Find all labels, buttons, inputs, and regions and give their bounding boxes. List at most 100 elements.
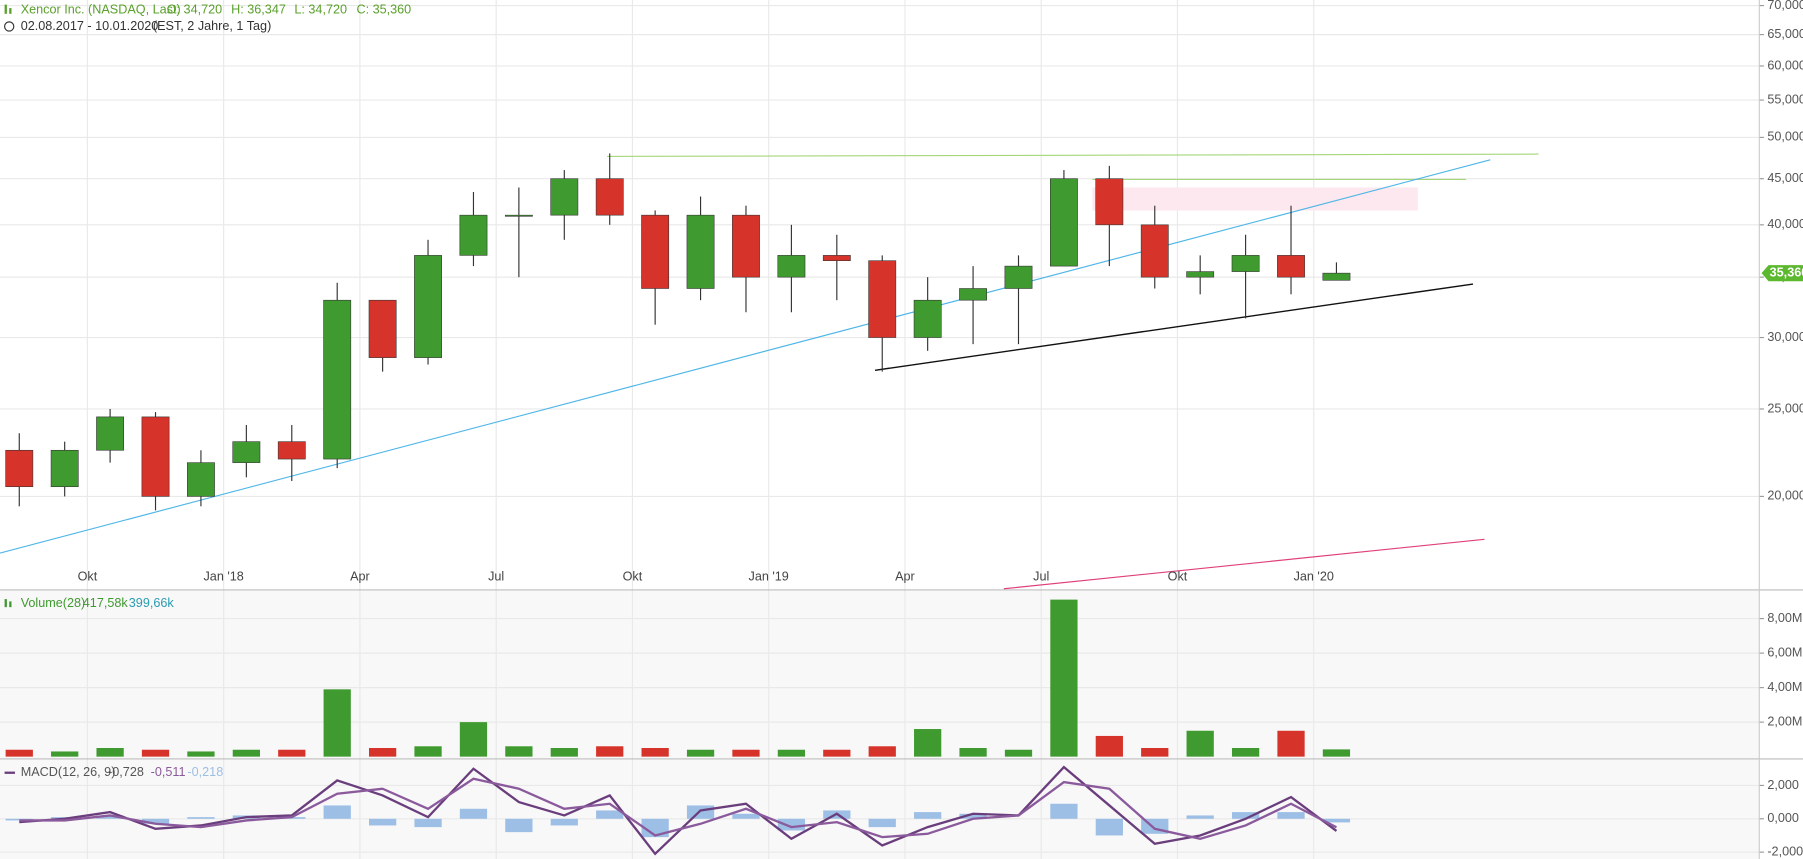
- last-price-marker: [1761, 265, 1803, 282]
- y-tick-label: 40,000: [1767, 217, 1803, 231]
- volume-bar: [823, 749, 851, 757]
- volume-bar: [5, 749, 33, 757]
- histogram-bar: [187, 817, 215, 819]
- icon: [4, 771, 15, 774]
- volume-bar: [1186, 730, 1214, 757]
- support-line: [874, 283, 1474, 371]
- low-readout: L: 34,720: [294, 3, 347, 17]
- volume-bar: [1277, 730, 1305, 757]
- candle-body: [504, 214, 533, 217]
- y-tick-label: 2,00M: [1767, 714, 1802, 728]
- volume-bar: [505, 746, 533, 757]
- x-tick-label: Apr: [895, 570, 915, 584]
- y-tick-label: 60,000: [1767, 58, 1803, 72]
- candle-body: [1050, 178, 1078, 267]
- candle-body: [459, 214, 488, 256]
- volume-bar: [323, 689, 351, 757]
- candle-body: [1140, 224, 1169, 278]
- clock-icon: [4, 21, 15, 32]
- x-tick-label: Jul: [488, 570, 504, 584]
- histogram-bar: [1095, 818, 1123, 836]
- candle-body: [686, 214, 715, 289]
- volume-bar: [686, 749, 715, 757]
- grid: [0, 0, 1760, 859]
- volume-bar: [1095, 735, 1123, 757]
- histogram-bar: [914, 812, 942, 819]
- signal-line: [19, 777, 1337, 840]
- volume-bar: [459, 722, 488, 757]
- volume-bar: [596, 746, 624, 757]
- zone: [1092, 187, 1418, 211]
- volume-bar: [141, 749, 170, 757]
- macd-readout: -0,511: [151, 765, 186, 779]
- volume-bar: [1004, 749, 1033, 757]
- title: Xencor Inc. (NASDAQ, Last): [21, 3, 181, 17]
- volume-bar: [1231, 748, 1260, 757]
- volume-bar: [368, 748, 397, 757]
- volume-bar: [641, 748, 669, 757]
- x-tick-label: Okt: [623, 570, 643, 584]
- y-tick-label: 2,000: [1767, 778, 1799, 792]
- y-tick-label: 50,000: [1767, 130, 1803, 144]
- volume-title: Volume(28): [21, 596, 86, 610]
- histogram-bar: [686, 805, 715, 819]
- volume-bar: [732, 749, 760, 757]
- histogram-bar: [368, 818, 397, 826]
- candle-body: [5, 449, 34, 488]
- volume-bar: [96, 748, 124, 757]
- x-tick-label: Jan '20: [1294, 570, 1334, 584]
- y-tick-label: -2,000: [1767, 844, 1803, 858]
- y-tick-label: 0,000: [1767, 811, 1799, 825]
- y-tick-label: 30,000: [1767, 330, 1803, 344]
- histogram-bar: [414, 818, 442, 828]
- candle-body: [1322, 272, 1351, 281]
- high-readout: H: 36,347: [231, 3, 286, 17]
- candle-body: [959, 288, 987, 301]
- histogram-bar: [141, 818, 170, 824]
- candle-body: [368, 299, 397, 358]
- info: (EST, 2 Jahre, 1 Tag): [153, 19, 271, 33]
- volume-bar: [232, 749, 260, 757]
- histogram-bar: [732, 813, 760, 819]
- x-tick-label: Jul: [1033, 570, 1049, 584]
- y-tick-label: 70,000: [1767, 0, 1803, 12]
- trend-line: [1003, 538, 1485, 590]
- candle-body: [141, 416, 170, 497]
- x-tick-label: Okt: [1168, 570, 1188, 584]
- y-tick-label: 65,000: [1767, 27, 1803, 41]
- volume-panel: [0, 591, 1760, 759]
- macd-readout: -0,218: [187, 765, 223, 779]
- candle-body: [414, 255, 442, 358]
- x-tick-label: Okt: [78, 570, 98, 584]
- y-tick-label: 8,00M: [1767, 611, 1802, 625]
- histogram-bar: [1231, 812, 1260, 819]
- volume-bar: [187, 751, 215, 757]
- close-readout: C: 35,360: [356, 3, 411, 17]
- volume-bar: [1322, 749, 1351, 757]
- candle-body: [96, 416, 125, 451]
- candle-body: [913, 299, 942, 338]
- histogram-bar: [1186, 815, 1214, 819]
- macd-line: [19, 765, 1338, 856]
- last-price-label: 35,360: [1770, 265, 1803, 279]
- candle-body: [868, 260, 897, 338]
- volume-readout: 417,58k: [83, 596, 129, 610]
- drawings: [0, 153, 1539, 590]
- volume-bar: [1141, 748, 1169, 757]
- candle-body: [595, 178, 624, 216]
- histogram-bar: [1277, 812, 1305, 819]
- candle-body: [277, 441, 306, 460]
- histogram-bar: [550, 818, 578, 826]
- histogram-bar: [323, 805, 351, 819]
- open-readout: O: 34,720: [167, 3, 222, 17]
- x-tick-label: Apr: [350, 570, 370, 584]
- histogram-bar: [868, 818, 896, 828]
- candle-body: [323, 299, 352, 460]
- volume-bar: [414, 746, 442, 757]
- histogram-bar: [596, 810, 624, 819]
- histogram-bar: [1322, 818, 1351, 823]
- candle-body: [232, 441, 261, 463]
- y-tick-label: 45,000: [1767, 171, 1803, 185]
- candle-body: [732, 214, 760, 278]
